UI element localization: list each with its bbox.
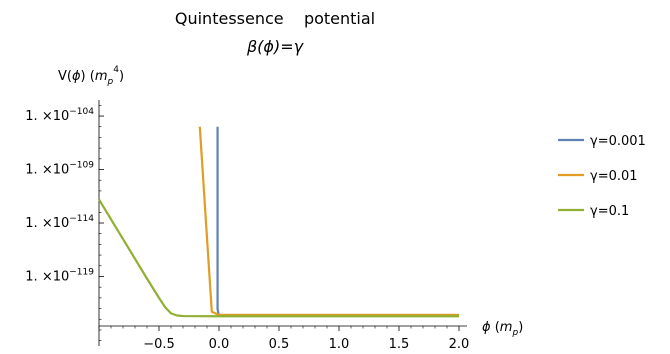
y-tick-label: 1. ×10−104 — [25, 107, 94, 124]
legend-label: γ=0.1 — [590, 204, 629, 219]
x-tick-label: 1.5 — [389, 337, 410, 352]
y-ticks — [99, 105, 104, 341]
x-tick-label: 0.0 — [209, 337, 230, 352]
x-tick-labels: −0.5 0.0 0.5 1.0 1.5 2.0 — [143, 337, 469, 352]
series-line-2 — [198, 126, 459, 317]
x-axis-label: ϕ (mp) — [482, 320, 523, 338]
legend: γ=0.001 γ=0.01 γ=0.1 — [558, 134, 646, 219]
y-tick-labels: 1. ×10−104 1. ×10−109 1. ×10−114 1. ×10−119 — [25, 107, 94, 284]
legend-label: γ=0.01 — [590, 169, 638, 184]
x-tick-label: −0.5 — [143, 337, 175, 352]
chart-subtitle: β(ϕ)=γ — [246, 37, 305, 56]
x-ticks — [98, 326, 460, 331]
x-tick-label: 0.5 — [269, 337, 290, 352]
legend-label: γ=0.001 — [590, 134, 646, 149]
y-tick-label: 1. ×10−109 — [25, 161, 94, 178]
x-tick-label: 1.0 — [329, 337, 350, 352]
y-tick-label: 1. ×10−119 — [25, 267, 94, 284]
y-axis-label: V(ϕ) (mp4) — [58, 65, 124, 87]
series-line-3 — [98, 198, 459, 318]
series-lines — [98, 126, 459, 318]
y-tick-label: 1. ×10−114 — [25, 214, 94, 231]
series-line-1 — [216, 126, 459, 317]
chart-title: Quintessence potential — [175, 9, 375, 28]
x-tick-label: 2.0 — [449, 337, 470, 352]
